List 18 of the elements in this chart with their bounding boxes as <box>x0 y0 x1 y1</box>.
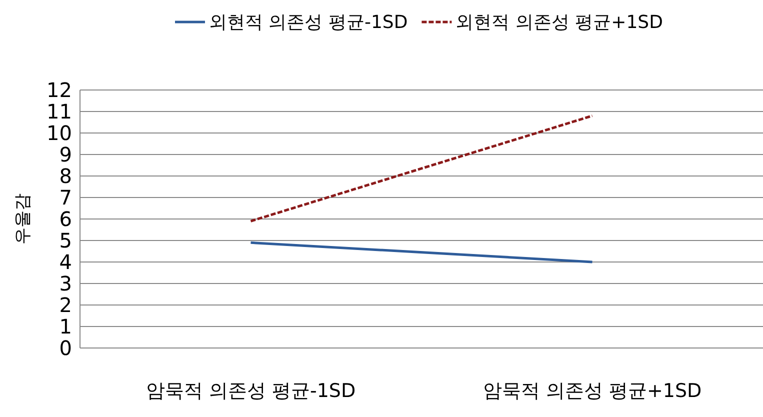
y-tick-label: 7 <box>59 186 72 210</box>
y-tick-label: 1 <box>59 314 72 338</box>
y-tick-label: 10 <box>46 121 72 145</box>
y-tick-label: 5 <box>59 228 72 252</box>
legend-label: 외현적 의존성 평균+1SD <box>456 12 663 33</box>
x-tick-label: 암묵적 의존성 평균+1SD <box>482 380 702 402</box>
y-tick-label: 8 <box>59 164 72 188</box>
y-tick-label: 0 <box>59 336 72 360</box>
y-tick-label: 3 <box>59 272 72 296</box>
y-tick-label: 6 <box>59 207 72 231</box>
legend-label: 외현적 의존성 평균-1SD <box>209 12 408 33</box>
y-tick-label: 2 <box>59 293 72 317</box>
x-tick-label: 암묵적 의존성 평균-1SD <box>146 380 356 402</box>
y-axis-title: 우울감 <box>13 194 33 244</box>
y-tick-label: 12 <box>46 78 72 102</box>
y-tick-label: 4 <box>59 250 72 274</box>
y-tick-label: 9 <box>59 142 72 166</box>
y-tick-label: 11 <box>46 100 72 124</box>
